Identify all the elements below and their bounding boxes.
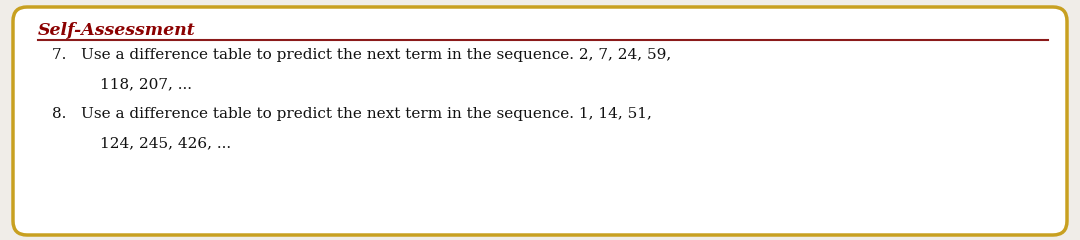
Text: 7.   Use a difference table to predict the next term in the sequence. 2, 7, 24, : 7. Use a difference table to predict the… [52, 48, 672, 62]
FancyBboxPatch shape [13, 7, 1067, 235]
Text: 118, 207, ...: 118, 207, ... [100, 77, 192, 91]
Text: Self-Assessment: Self-Assessment [38, 22, 195, 39]
Text: 8.   Use a difference table to predict the next term in the sequence. 1, 14, 51,: 8. Use a difference table to predict the… [52, 107, 652, 121]
Text: 124, 245, 426, ...: 124, 245, 426, ... [100, 136, 231, 150]
